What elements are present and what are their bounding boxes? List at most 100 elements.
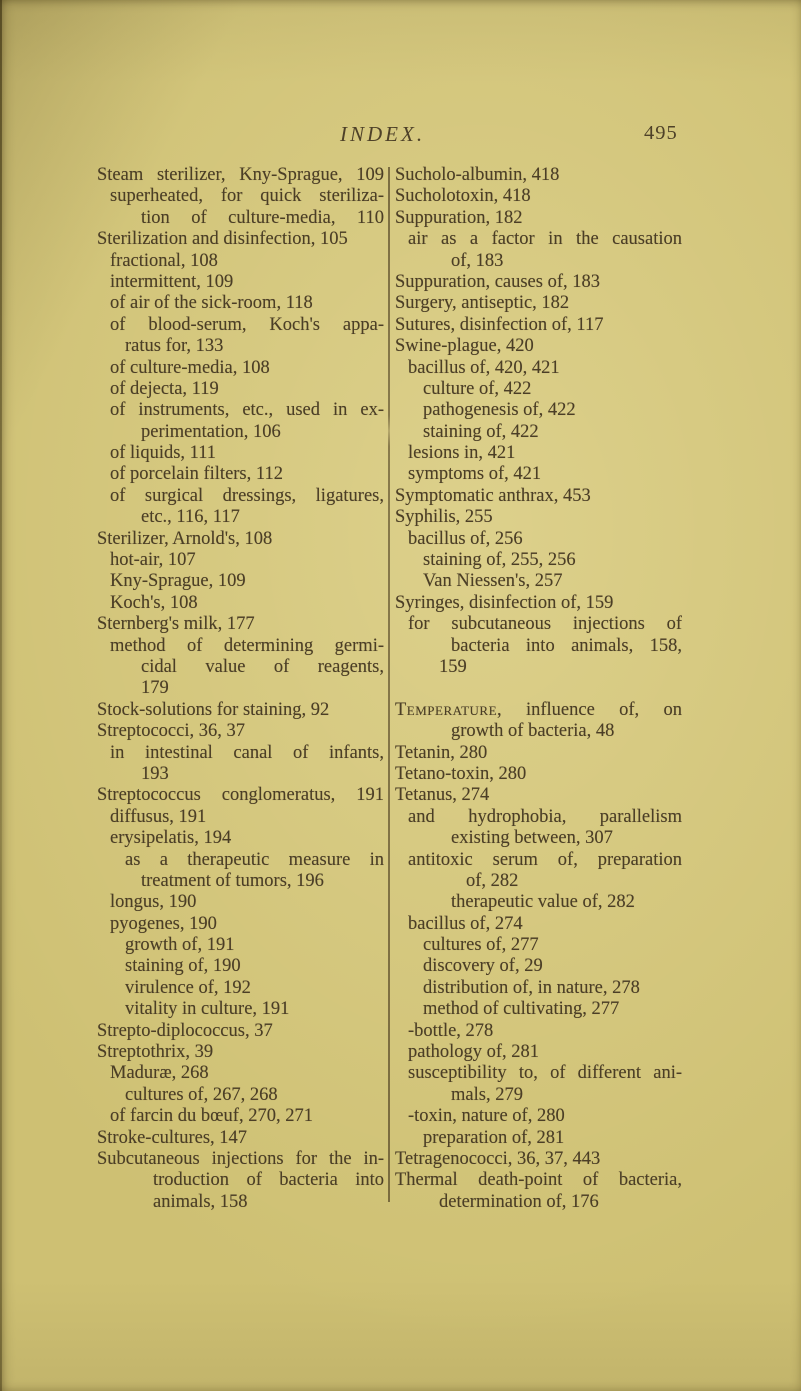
index-entry-line: pathogenesis of, 422 (423, 400, 576, 421)
index-entry-line: bacillus of, 256 (408, 528, 523, 549)
index-entry-line: superheated, for quick steriliza- (110, 186, 384, 207)
index-entry-line: and hydrophobia, parallelism (408, 806, 682, 827)
index-entry-line: 159 (439, 656, 467, 677)
page-title: INDEX. (340, 122, 426, 146)
index-entry-line: Suppuration, causes of, 183 (395, 271, 601, 292)
index-entry-line: ratus for, 133 (125, 336, 224, 357)
index-entry-line: Maduræ, 268 (110, 1063, 209, 1084)
index-entry-line: Kny-Sprague, 109 (110, 571, 246, 592)
index-entry-line: discovery of, 29 (423, 956, 543, 977)
index-entry-line: Sterilization and disinfection, 105 (97, 229, 348, 250)
index-entry-line: 193 (141, 763, 169, 784)
index-entry-line: bacteria into animals, 158, (451, 635, 682, 656)
index-entry-line: antitoxic serum of, preparation (408, 849, 682, 870)
index-entry-line: cultures of, 267, 268 (125, 1084, 278, 1105)
index-entry-line: Syringes, disinfection of, 159 (395, 592, 614, 613)
index-entry-line: culture of, 422 (423, 378, 532, 399)
index-entry-line: Stock-solutions for staining, 92 (97, 699, 330, 720)
index-entry-line: fractional, 108 (110, 250, 218, 271)
index-entry-line: determination of, 176 (439, 1191, 599, 1212)
index-entry-line: of instruments, etc., used in ex- (110, 400, 384, 421)
index-entry-line: longus, 190 (110, 892, 197, 913)
index-entry-line: for subcutaneous injections of (408, 614, 682, 635)
index-entry-line: staining of, 255, 256 (423, 550, 576, 571)
index-entry-line: bacillus of, 274 (408, 913, 523, 934)
index-entry-line: therapeutic value of, 282 (451, 892, 635, 913)
index-entry-line: Sucholotoxin, 418 (395, 186, 531, 207)
index-entry-line: Tetanus, 274 (395, 785, 490, 806)
index-entry-line: Swine-plague, 420 (395, 336, 534, 357)
page-left-edge-shadow (0, 0, 2, 1391)
index-entry-line: diffusus, 191 (110, 806, 207, 827)
index-entry-line: cidal value of reagents, (141, 656, 384, 677)
index-entry-line: of blood-serum, Koch's appa- (110, 314, 384, 335)
index-entry-line: Sutures, disinfection of, 117 (395, 314, 604, 335)
index-entry-line: lesions in, 421 (408, 443, 516, 464)
index-entry-line: Sucholo-albumin, 418 (395, 165, 560, 185)
index-entry-line: etc., 116, 117 (141, 507, 240, 528)
index-entry-line: Sternberg's milk, 177 (97, 614, 255, 635)
index-entry-line: of liquids, 111 (110, 443, 217, 464)
index-entry-line: of culture-media, 108 (110, 357, 270, 378)
index-entry-line: pathology of, 281 (408, 1042, 540, 1063)
index-entry-line: Syphilis, 255 (395, 507, 493, 528)
index-entry-line: method of determining germi- (110, 635, 384, 656)
index-column-right: Sucholo-albumin, 418 Sucholotoxin, 418 Sup… (395, 165, 682, 1213)
index-entry-line: bacillus of, 420, 421 (408, 357, 560, 378)
column-divider-rule (388, 167, 390, 1202)
index-entry-line: -bottle, 278 (408, 1020, 494, 1041)
index-entry-line: of air of the sick-room, 118 (110, 293, 313, 314)
index-entry-line: distribution of, in nature, 278 (423, 977, 640, 998)
index-entry-line: intermittent, 109 (110, 271, 234, 292)
index-entry-line: Stroke-cultures, 147 (97, 1127, 248, 1148)
index-entry-line: of farcin du bœuf, 270, 271 (110, 1106, 313, 1127)
index-entry-line: virulence of, 192 (125, 977, 251, 998)
index-entry-line: staining of, 190 (125, 956, 241, 977)
index-entry-line: tion of culture-media, 110 (141, 207, 384, 228)
index-entry-line: as a therapeutic measure in (125, 849, 384, 870)
index-entry-line: erysipelatis, 194 (110, 828, 232, 849)
index-entry-line: treatment of tumors, 196 (141, 870, 324, 891)
index-entry-line: preparation of, 281 (423, 1127, 565, 1148)
index-entry-line: Tetragenococci, 36, 37, 443 (395, 1148, 601, 1169)
index-entry-line: Subcutaneous injections for the in- (97, 1148, 384, 1169)
index-entry-line: of, 282 (466, 870, 519, 891)
index-entry-line: vitality in culture, 191 (125, 999, 290, 1020)
index-entry-line: mals, 279 (451, 1084, 523, 1105)
index-entry-line: animals, 158 (153, 1191, 248, 1212)
index-entry-line: Symptomatic anthrax, 453 (395, 485, 591, 506)
index-entry-line: troduction of bacteria into (153, 1170, 384, 1191)
page-number: 495 (644, 122, 678, 144)
index-entry-line: Streptococcus conglomeratus, 191 (97, 785, 384, 806)
index-entry-line: staining of, 422 (423, 421, 539, 442)
index-entry-line: symptoms of, 421 (408, 464, 542, 485)
index-entry-line: Strepto-diplococcus, 37 (97, 1020, 273, 1041)
index-entry-line: Tetano-toxin, 280 (395, 763, 527, 784)
index-column-left: Steam sterilizer, Kny-Sprague, 109 superh… (97, 165, 384, 1213)
index-entry-line: cultures of, 277 (423, 935, 539, 956)
small-caps-lead-word: Temperature (395, 699, 498, 720)
index-blank-line (395, 678, 682, 699)
index-entry-line: of porcelain filters, 112 (110, 464, 283, 485)
index-entry-line: Steam sterilizer, Kny-Sprague, 109 (97, 165, 384, 185)
index-entry-line: existing between, 307 (451, 828, 613, 849)
index-entry-line: perimentation, 106 (141, 421, 281, 442)
index-entry-line: air as a factor in the causation (408, 229, 682, 250)
index-entry-line: method of cultivating, 277 (423, 999, 620, 1020)
index-entry-line: of, 183 (451, 250, 504, 271)
index-entry-line: -toxin, nature of, 280 (408, 1106, 565, 1127)
index-entry-line: Thermal death-point of bacteria, (395, 1170, 682, 1191)
index-entry-line: pyogenes, 190 (110, 913, 217, 934)
index-entry-line: Surgery, antiseptic, 182 (395, 293, 570, 314)
index-entry-line: 179 (141, 678, 169, 699)
index-entry-line: Streptothrix, 39 (97, 1042, 214, 1063)
index-entry-line: in intestinal canal of infants, (110, 742, 384, 763)
index-entry-line: Tetanin, 280 (395, 742, 488, 763)
index-entry-line: growth of bacteria, 48 (451, 721, 615, 742)
index-entry-line: of surgical dressings, ligatures, (110, 485, 384, 506)
index-entry-line: of dejecta, 119 (110, 378, 219, 399)
index-entry-line: growth of, 191 (125, 935, 235, 956)
index-entry-line: hot-air, 107 (110, 550, 196, 571)
index-entry-line: Van Niessen's, 257 (423, 571, 563, 592)
